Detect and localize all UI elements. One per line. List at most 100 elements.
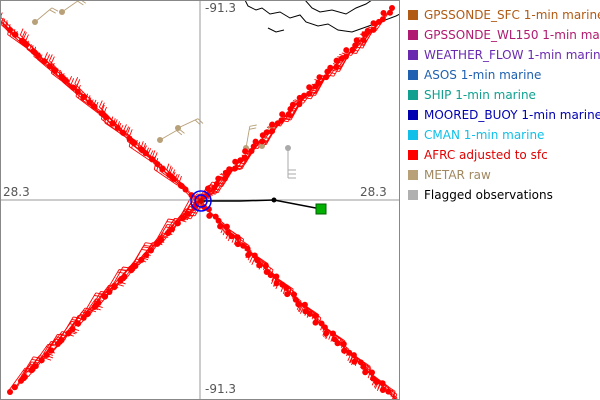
afrc-observation-dot[interactable] [351, 358, 358, 365]
afrc-observation-dot[interactable] [296, 94, 303, 101]
afrc-observation-dot[interactable] [223, 223, 230, 230]
afrc-observation-dot[interactable] [102, 114, 109, 121]
afrc-observation-dot[interactable] [7, 27, 13, 33]
afrc-observation-dot[interactable] [41, 58, 48, 65]
afrc-observation-dot[interactable] [117, 277, 124, 284]
afrc-observation-dot[interactable] [330, 330, 336, 337]
afrc-observation-dot[interactable] [111, 284, 118, 290]
afrc-observation-dot[interactable] [269, 128, 276, 135]
afrc-observation-dot[interactable] [23, 41, 30, 48]
afrc-observation-dot[interactable] [110, 120, 117, 127]
afrc-observation-dot[interactable] [237, 157, 244, 164]
afrc-observation-dot[interactable] [292, 296, 299, 303]
afrc-observation-dot[interactable] [279, 111, 286, 118]
afrc-observation-dot[interactable] [147, 247, 154, 254]
metar-station-dot[interactable] [259, 143, 265, 149]
afrc-observation-dot[interactable] [91, 304, 98, 310]
afrc-observation-dot[interactable] [75, 320, 81, 327]
afrc-observation-dot[interactable] [362, 369, 369, 376]
afrc-observation-dot[interactable] [267, 272, 274, 279]
track-end-icon[interactable] [315, 203, 327, 215]
afrc-observation-dot[interactable] [284, 291, 291, 298]
afrc-observation-dot[interactable] [262, 262, 269, 269]
legend-item[interactable]: CMAN 1-min marine [408, 125, 600, 145]
afrc-observation-dot[interactable] [240, 242, 247, 249]
afrc-observation-dot[interactable] [18, 377, 24, 384]
afrc-observation-dot[interactable] [234, 234, 241, 241]
afrc-observation-dot[interactable] [316, 74, 323, 81]
afrc-observation-dot[interactable] [306, 84, 313, 91]
legend-item[interactable]: ASOS 1-min marine [408, 65, 600, 85]
afrc-observation-dot[interactable] [154, 240, 161, 247]
afrc-observation-dot[interactable] [306, 310, 313, 317]
afrc-observation-dot[interactable] [222, 175, 228, 182]
afrc-observation-dot[interactable] [360, 363, 367, 370]
afrc-observation-dot[interactable] [131, 139, 138, 146]
afrc-observation-dot[interactable] [250, 143, 257, 150]
afrc-observation-dot[interactable] [283, 285, 290, 291]
afrc-observation-dot[interactable] [114, 124, 121, 131]
legend-item[interactable]: GPSSONDE_WL150 1-min marine [408, 25, 600, 45]
afrc-observation-dot[interactable] [120, 129, 127, 136]
afrc-observation-dot[interactable] [159, 165, 166, 172]
afrc-observation-dot[interactable] [259, 138, 266, 145]
afrc-observation-dot[interactable] [380, 10, 387, 16]
afrc-observation-dot[interactable] [323, 330, 330, 337]
legend-item[interactable]: Flagged observations [408, 185, 600, 205]
afrc-observation-dot[interactable] [346, 349, 353, 356]
afrc-observation-dot[interactable] [343, 53, 349, 60]
afrc-observation-dot[interactable] [215, 175, 222, 182]
afrc-observation-dot[interactable] [321, 324, 328, 331]
metar-station-dot[interactable] [157, 137, 163, 143]
afrc-observation-dot[interactable] [375, 18, 382, 25]
afrc-observation-dot[interactable] [101, 293, 108, 300]
afrc-observation-dot[interactable] [312, 319, 319, 326]
afrc-observation-dot[interactable] [154, 161, 161, 168]
afrc-observation-dot[interactable] [91, 103, 98, 110]
afrc-observation-dot[interactable] [370, 20, 377, 27]
afrc-observation-dot[interactable] [12, 31, 19, 38]
legend-item[interactable]: SHIP 1-min marine [408, 85, 600, 105]
metar-station-dot[interactable] [59, 9, 65, 15]
afrc-observation-dot[interactable] [222, 169, 229, 176]
afrc-observation-dot[interactable] [164, 230, 171, 237]
afrc-observation-dot[interactable] [296, 101, 303, 108]
afrc-observation-dot[interactable] [274, 120, 281, 127]
afrc-observation-dot[interactable] [38, 357, 45, 364]
afrc-observation-dot[interactable] [341, 347, 348, 354]
afrc-observation-dot[interactable] [287, 106, 294, 112]
afrc-observation-dot[interactable] [205, 185, 211, 192]
afrc-observation-dot[interactable] [180, 215, 187, 221]
afrc-observation-dot[interactable] [242, 148, 249, 155]
afrc-observation-dot[interactable] [324, 68, 331, 75]
afrc-observation-dot[interactable] [149, 156, 156, 163]
afrc-observation-dot[interactable] [353, 37, 360, 44]
afrc-observation-dot[interactable] [248, 148, 255, 154]
afrc-observation-dot[interactable] [389, 5, 395, 11]
afrc-observation-dot[interactable] [333, 64, 340, 71]
afrc-observation-dot[interactable] [142, 150, 149, 157]
afrc-observation-dot[interactable] [232, 165, 239, 172]
afrc-observation-dot[interactable] [215, 217, 222, 224]
afrc-observation-dot[interactable] [306, 90, 313, 97]
afrc-observation-dot[interactable] [228, 233, 235, 240]
afrc-observation-dot[interactable] [86, 99, 93, 106]
afrc-observation-dot[interactable] [182, 186, 189, 193]
afrc-observation-dot[interactable] [357, 359, 364, 366]
afrc-observation-dot[interactable] [369, 369, 375, 376]
afrc-observation-dot[interactable] [7, 389, 13, 395]
afrc-observation-dot[interactable] [54, 341, 61, 347]
afrc-observation-dot[interactable] [379, 380, 386, 387]
afrc-observation-dot[interactable] [174, 220, 181, 227]
afrc-observation-dot[interactable] [217, 223, 224, 230]
afrc-observation-dot[interactable] [234, 241, 241, 248]
afrc-observation-dot[interactable] [252, 138, 259, 145]
afrc-observation-dot[interactable] [48, 347, 54, 354]
afrc-observation-dot[interactable] [361, 31, 368, 38]
afrc-observation-dot[interactable] [385, 388, 392, 395]
legend-item[interactable]: METAR raw [408, 165, 600, 185]
afrc-observation-dot[interactable] [269, 121, 276, 128]
afrc-observation-dot[interactable] [35, 52, 41, 59]
afrc-observation-dot[interactable] [334, 340, 341, 347]
afrc-observation-dot[interactable] [43, 352, 50, 358]
